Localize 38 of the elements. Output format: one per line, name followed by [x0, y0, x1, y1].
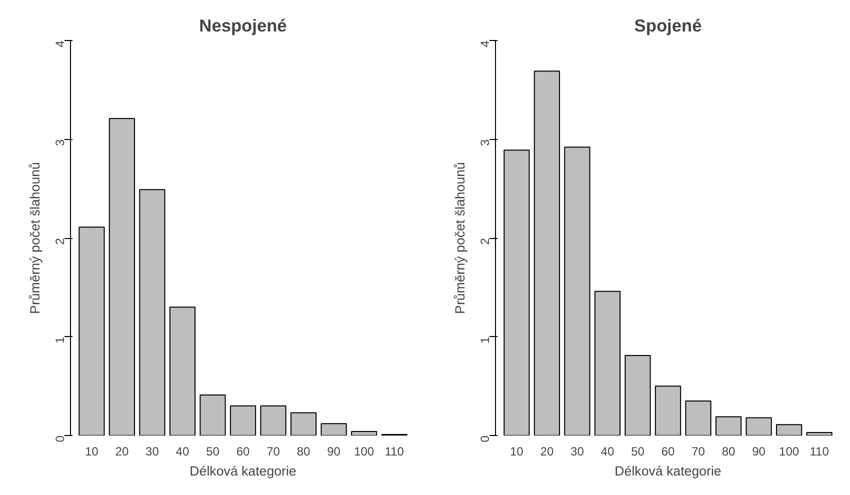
y-tick-label: 4	[478, 40, 492, 48]
y-tick-label: 2	[478, 238, 492, 245]
y-tick-label: 2	[53, 238, 67, 245]
x-tick-label: 80	[722, 444, 736, 458]
x-tick-label: 30	[146, 444, 160, 458]
x-tick-label: 110	[810, 444, 830, 458]
y-tick-label: 0	[478, 435, 492, 442]
chart-title: Nespojené	[199, 16, 288, 36]
x-tick-label: 20	[540, 444, 554, 458]
x-tick-label: 10	[510, 444, 524, 458]
x-tick-label: 20	[115, 444, 129, 458]
y-tick-label: 3	[53, 138, 67, 146]
x-tick-label: 90	[752, 444, 766, 458]
x-tick-label: 100	[779, 444, 800, 458]
x-axis-title: Délková kategorie	[614, 464, 722, 478]
x-tick-label: 110	[384, 444, 404, 458]
x-tick-label: 90	[327, 444, 341, 458]
y-tick-label: 4	[53, 40, 67, 48]
y-tick-label: 3	[478, 138, 492, 146]
y-tick-label: 1	[53, 336, 67, 344]
x-axis-title: Délková kategorie	[190, 464, 296, 478]
y-tick-label: 1	[478, 336, 492, 344]
y-tick-label: 0	[53, 435, 67, 442]
x-tick-label: 40	[600, 444, 614, 458]
x-tick-label: 80	[296, 444, 311, 458]
x-tick-label: 70	[692, 444, 706, 458]
chart-title: Spojené	[634, 16, 702, 36]
y-axis-title: Průměrný počet šlahounů	[452, 162, 468, 314]
x-tick-label: 100	[354, 444, 374, 458]
x-tick-label: 50	[206, 444, 220, 458]
x-tick-label: 60	[236, 444, 250, 458]
x-tick-label: 30	[570, 444, 584, 458]
x-tick-label: 70	[266, 444, 280, 458]
y-axis-title: Průměrný počet šlahounů	[28, 162, 42, 314]
x-tick-label: 50	[631, 444, 645, 458]
x-tick-label: 10	[85, 444, 99, 458]
x-tick-label: 60	[661, 444, 675, 458]
x-tick-label: 40	[176, 444, 190, 458]
